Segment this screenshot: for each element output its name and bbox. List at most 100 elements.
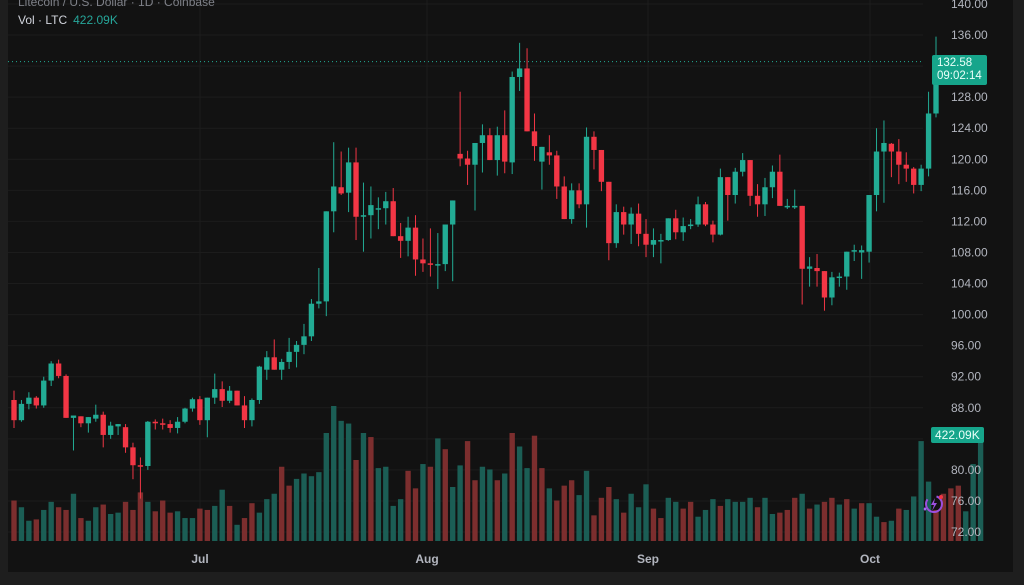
candle-body: [41, 380, 47, 406]
volume-bar: [293, 478, 300, 541]
volume-bar: [11, 500, 17, 541]
candle-body: [650, 240, 657, 245]
candle-body: [725, 177, 731, 196]
candle-body: [925, 113, 932, 169]
volume-bar: [896, 508, 902, 541]
volume-bar: [650, 508, 657, 541]
volume-bar: [345, 423, 352, 541]
candle-body: [279, 361, 285, 370]
volume-bar: [427, 466, 434, 541]
candle-body: [479, 135, 486, 143]
volume-bar: [799, 493, 805, 541]
time-axis-label: Oct: [860, 552, 880, 566]
candle-body: [806, 266, 813, 269]
volume-bar: [502, 473, 508, 541]
candle-body: [561, 186, 567, 220]
volume-bar: [70, 493, 77, 541]
volume-bar: [107, 514, 114, 541]
candle-body: [814, 268, 820, 272]
candle-body: [435, 264, 441, 266]
volume-bar: [18, 507, 25, 541]
candle-body: [568, 190, 575, 220]
candle-body: [100, 414, 106, 435]
chart-legend: Litecoin / U.S. Dollar · 1D · Coinbase V…: [18, 0, 215, 27]
volume-legend: Vol · LTC 422.09K: [18, 12, 118, 28]
volume-bar: [643, 484, 649, 541]
candle-body: [911, 168, 917, 185]
candle-body: [85, 417, 92, 424]
volume-bar: [397, 499, 404, 541]
candle-body: [219, 389, 225, 401]
candle-body: [234, 390, 240, 406]
candle-body: [858, 250, 865, 253]
candle-body: [844, 251, 850, 277]
volume-bar: [48, 501, 54, 541]
assistant-sparkle-icon[interactable]: [921, 492, 945, 516]
volume-bar: [554, 500, 560, 541]
candle-body: [368, 205, 374, 216]
volume-bar: [576, 495, 582, 541]
volume-bar: [405, 470, 411, 541]
volume-bar: [851, 508, 857, 541]
volume-bar: [806, 508, 813, 541]
candle-body: [680, 226, 686, 233]
chart-panel[interactable]: 140.00 136.00 128.00 124.00 120.00 116.00 112.…: [8, 0, 1013, 572]
price-axis-label: 88.00: [951, 401, 981, 415]
candle-body: [539, 146, 545, 162]
volume-bar: [368, 437, 374, 541]
volume-bar: [754, 507, 761, 541]
volume-bar: [814, 504, 820, 541]
candle-body: [301, 336, 307, 345]
time-axis-label: Aug: [415, 552, 438, 566]
volume-value: 422.09K: [73, 13, 118, 27]
candle-body: [717, 177, 724, 235]
last-price-value: 132.58: [937, 57, 973, 69]
candle-body: [606, 181, 612, 244]
volume-bar: [777, 512, 783, 541]
volume-bar: [747, 497, 753, 541]
candle-body: [687, 224, 694, 227]
volume-bar: [873, 516, 880, 541]
volume-bar: [844, 499, 850, 541]
candle-body: [360, 215, 367, 217]
volume-bar: [955, 485, 961, 541]
volume-bar: [918, 441, 924, 541]
candle-body: [167, 424, 173, 428]
price-axis-label: 124.00: [951, 121, 988, 135]
candle-body: [375, 208, 382, 210]
candle-body: [554, 155, 560, 187]
candle-body: [316, 301, 322, 304]
candle-body: [531, 131, 538, 147]
candle-body: [18, 403, 25, 421]
candlestick-chart[interactable]: 140.00 136.00 128.00 124.00 120.00 116.00 112.…: [8, 0, 1013, 572]
volume-bar: [970, 464, 976, 541]
volume-bar: [591, 515, 597, 541]
volume-bar: [628, 493, 634, 541]
volume-bar: [635, 507, 642, 541]
volume-bar: [182, 518, 188, 541]
last-price-tag: 132.58 09:02:14: [932, 55, 987, 85]
price-axis-label: 96.00: [951, 339, 981, 353]
volume-label: Vol · LTC: [18, 13, 68, 27]
candle-body: [70, 415, 77, 418]
volume-bar: [487, 469, 493, 541]
candle-body: [323, 211, 329, 302]
candle-body: [457, 153, 463, 159]
volume-bar: [189, 518, 196, 541]
candle-body: [197, 399, 203, 421]
candle-body: [888, 143, 895, 152]
volume-bar: [829, 497, 835, 541]
volume-bar: [561, 485, 567, 541]
candle-body: [866, 195, 872, 252]
candle-body: [829, 277, 835, 298]
volume-bar: [286, 485, 292, 541]
volume-bar: [145, 501, 151, 541]
candle-body: [383, 201, 389, 209]
volume-bar: [271, 493, 277, 541]
candle-body: [524, 68, 530, 132]
candle-body: [212, 389, 218, 398]
volume-bar: [762, 497, 768, 541]
volume-bar: [858, 503, 865, 541]
volume-bar: [219, 489, 225, 541]
candle-body: [799, 205, 805, 269]
